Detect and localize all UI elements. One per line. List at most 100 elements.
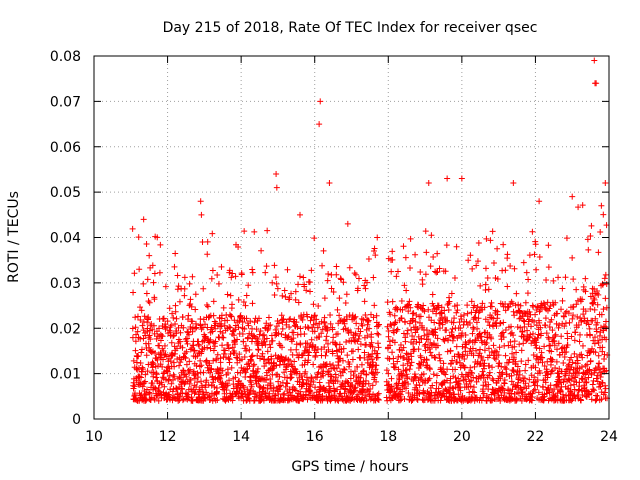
roti-point	[311, 312, 318, 319]
roti-point	[507, 338, 514, 345]
roti-point	[319, 396, 326, 403]
roti-point	[438, 310, 445, 317]
roti-point	[221, 350, 228, 357]
roti-point	[391, 339, 398, 346]
roti-point	[320, 247, 327, 254]
roti-point	[138, 374, 145, 381]
roti-point	[213, 355, 220, 362]
roti-point	[444, 366, 451, 373]
roti-point	[467, 252, 474, 259]
roti-point	[264, 327, 271, 334]
roti-point	[144, 276, 151, 283]
roti-point	[510, 308, 517, 315]
roti-point	[465, 257, 472, 264]
roti-point	[365, 380, 372, 387]
roti-point	[522, 367, 529, 374]
roti-point	[138, 307, 145, 314]
roti-point	[271, 291, 278, 298]
roti-point	[553, 358, 560, 365]
roti-point	[263, 263, 270, 270]
roti-point	[539, 359, 546, 366]
roti-point	[160, 315, 167, 322]
roti-point	[304, 313, 311, 320]
roti-point	[502, 352, 509, 359]
roti-point	[168, 339, 175, 346]
roti-point	[464, 371, 471, 378]
roti-point	[474, 258, 481, 265]
roti-point	[272, 332, 279, 339]
roti-point	[595, 291, 602, 298]
roti-point	[144, 319, 151, 326]
roti-point	[316, 121, 323, 128]
roti-point	[194, 379, 201, 386]
roti-point	[421, 308, 428, 315]
roti-point	[524, 290, 531, 297]
roti-point	[140, 327, 147, 334]
roti-point	[536, 319, 543, 326]
roti-point	[494, 245, 501, 252]
roti-point	[149, 380, 156, 387]
roti-point	[458, 175, 465, 182]
roti-point	[273, 170, 280, 177]
roti-point	[442, 371, 449, 378]
roti-point	[546, 305, 553, 312]
roti-point	[328, 285, 335, 292]
roti-point	[475, 335, 482, 342]
roti-point	[589, 300, 596, 307]
roti-point	[148, 349, 155, 356]
roti-point	[236, 317, 243, 324]
roti-point	[235, 243, 242, 250]
roti-point	[532, 364, 539, 371]
roti-point	[171, 263, 178, 270]
roti-point	[394, 305, 401, 312]
roti-point	[265, 325, 272, 332]
roti-point	[502, 267, 509, 274]
roti-point	[370, 274, 377, 281]
roti-point	[134, 328, 141, 335]
roti-point	[531, 335, 538, 342]
roti-point	[485, 345, 492, 352]
roti-point	[427, 349, 434, 356]
roti-point	[476, 308, 483, 315]
roti-point	[306, 279, 313, 286]
roti-point	[287, 357, 294, 364]
roti-point	[518, 358, 525, 365]
roti-point	[161, 342, 168, 349]
roti-point	[292, 288, 299, 295]
roti-point	[552, 299, 559, 306]
roti-point	[248, 353, 255, 360]
roti-point	[399, 306, 406, 313]
roti-point	[477, 282, 484, 289]
roti-point	[403, 366, 410, 373]
roti-point	[522, 361, 529, 368]
roti-point	[151, 270, 158, 277]
roti-point	[303, 287, 310, 294]
roti-point	[500, 334, 507, 341]
roti-point	[418, 335, 425, 342]
roti-point	[494, 311, 501, 318]
roti-point	[565, 362, 572, 369]
roti-point	[545, 242, 552, 249]
roti-point	[323, 333, 330, 340]
roti-point	[227, 350, 234, 357]
roti-point	[449, 326, 456, 333]
roti-point	[516, 371, 523, 378]
roti-point	[438, 309, 445, 316]
roti-point	[594, 288, 601, 295]
roti-point	[340, 279, 347, 286]
roti-point	[601, 389, 608, 396]
roti-point	[185, 312, 192, 319]
roti-point	[366, 325, 373, 332]
roti-point	[485, 318, 492, 325]
roti-point	[409, 333, 416, 340]
roti-point	[170, 314, 177, 321]
roti-point	[129, 334, 136, 341]
roti-point	[383, 394, 390, 401]
roti-point	[132, 314, 139, 321]
roti-point	[429, 382, 436, 389]
roti-point	[197, 357, 204, 364]
roti-point	[185, 394, 192, 401]
roti-point	[410, 377, 417, 384]
roti-point	[500, 241, 507, 248]
